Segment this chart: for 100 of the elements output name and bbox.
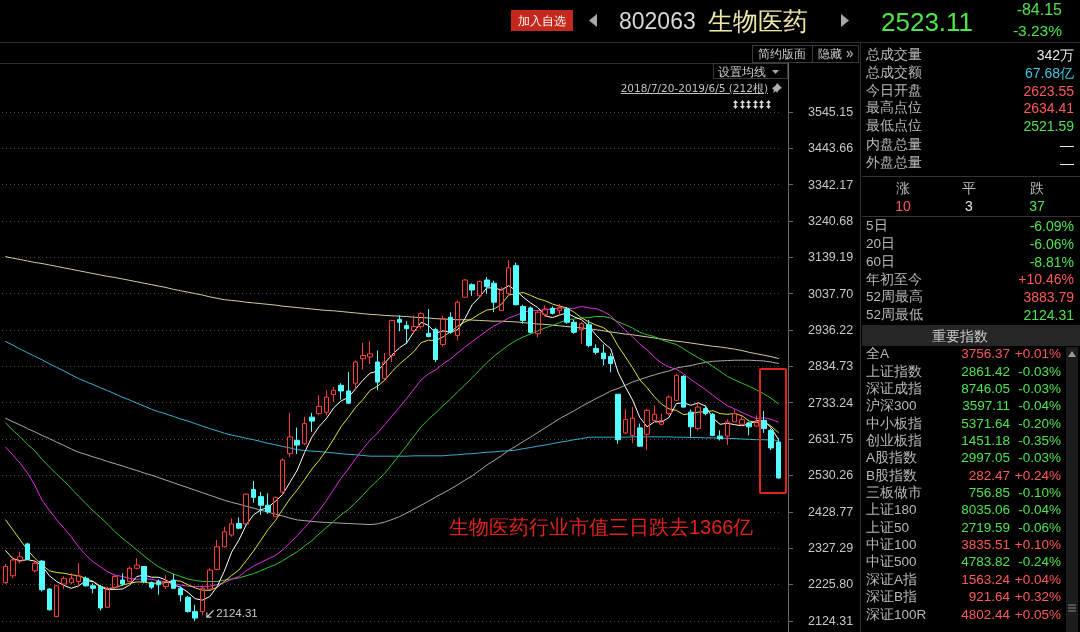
text: 内盘总量 [866,137,922,153]
candlestick [608,352,613,373]
text: 2124.31 [1023,307,1074,323]
candlestick [520,304,526,325]
candlestick [659,413,664,426]
candlestick [725,418,730,446]
text: 52周最高 [866,289,924,305]
text: 5371.64 [961,415,1010,431]
text: 37 [1029,198,1045,214]
text: 67.68亿 [1024,65,1074,81]
y-tick-label: 3545.15 [808,105,854,119]
text: 最高点位 [866,100,922,116]
text: 342万 [1036,47,1074,63]
text: 上证50 [866,519,910,535]
candlestick [346,371,351,405]
candlestick [433,327,438,363]
text: 282.47 [968,467,1010,483]
candlestick [469,282,475,297]
text: 921.64 [968,589,1010,605]
text: +0.04% [1014,571,1061,587]
text: 总成交量 [866,47,922,63]
text: 中小板指 [866,415,922,431]
y-tick-label: 2428.77 [808,504,854,519]
text: +0.01% [1014,346,1061,362]
text: 中证100 [866,537,917,553]
candlestick [76,562,81,588]
text: 上证180 [866,502,917,518]
text: 2623.55 [1023,83,1074,99]
candlestick [397,314,402,332]
text: 2997.05 [961,450,1010,466]
candlestick [302,416,307,446]
y-tick-label: 2631.75 [808,432,854,447]
candlestick [178,586,183,603]
y-tick-label: 2834.73 [808,359,854,374]
text: 3835.51 [961,537,1010,553]
text: 上证指数 [866,363,922,379]
text: -0.03% [1018,380,1061,396]
candlestick [703,404,708,416]
candlestick [163,574,169,590]
text: -84.15 [1016,1,1062,18]
y-tick-label: 2124.31 [808,613,854,628]
candlestick [251,480,256,504]
candlestick [579,321,584,345]
candlestick [557,303,562,316]
annotation: 设置均线 [718,64,766,79]
candlestick [746,421,752,436]
text: 3883.79 [1023,289,1074,306]
candlestick [448,311,453,335]
candlestick [105,586,110,609]
candlestick [47,587,52,612]
text: 深证100R [866,606,927,622]
text: 5日 [866,218,888,234]
candlestick [499,286,504,312]
text: 总成交额 [866,65,922,81]
candlestick [112,574,118,590]
candlestick [674,373,679,402]
candlestick [338,382,344,401]
y-tick-label: 3443.66 [808,141,854,156]
candlestick [316,394,322,416]
text: 重要指数 [932,328,988,344]
text: 最低点位 [866,118,922,134]
y-tick-label: 2936.22 [808,323,854,338]
candlestick [236,516,242,530]
candlestick [200,585,205,616]
text: 60日 [866,253,896,269]
line-series [5,341,779,457]
annotation: 生物医药行业市值三日跌去1366亿 [449,516,754,538]
candlestick [477,280,482,297]
text: 756.85 [968,485,1010,501]
text: 1563.24 [961,571,1010,587]
text: +0.10% [1014,537,1061,553]
text: 3 [965,198,973,214]
text: 4783.82 [961,554,1010,570]
candlestick [739,415,745,427]
text: 深证B指 [866,589,918,605]
candlestick [776,437,781,480]
text: — [1060,137,1074,153]
candlestick [426,308,431,338]
candlestick [593,343,599,355]
candlestick [695,401,701,431]
candlestick [222,526,227,548]
text: -0.04% [1018,502,1061,518]
text: 三板做市 [866,485,922,501]
candlestick [32,559,38,574]
candlestick [127,565,132,584]
candlestick [3,563,8,585]
text: 隐藏 [818,46,842,61]
candlestick [61,576,67,590]
text: 今日开盘 [866,83,922,99]
candlestick [25,542,30,561]
candlestick [389,319,395,363]
text: 2861.42 [961,363,1010,379]
text: -0.20% [1018,415,1061,431]
candlestick [375,350,380,391]
candlestick [528,306,533,334]
text: -0.10% [1018,485,1061,501]
y-tick-label: 2225.80 [808,577,854,592]
candlestick [710,412,715,437]
y-tick-label: 2327.29 [808,541,854,556]
candlestick [141,565,147,584]
